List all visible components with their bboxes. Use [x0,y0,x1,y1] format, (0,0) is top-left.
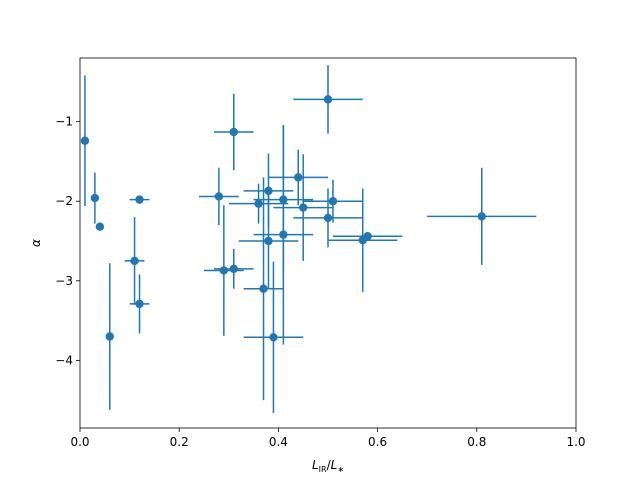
data-point [259,284,268,293]
data-point [294,173,303,182]
data-point [80,136,90,145]
x-tick-label: 0.8 [467,435,486,449]
data-point [328,197,338,206]
data-point [299,203,308,212]
data-point [269,333,278,342]
x-tick-label: 1.0 [566,435,585,449]
data-point [477,212,486,221]
y-tick-label: −2 [55,194,73,208]
x-tick-label: 0.6 [368,435,387,449]
data-point [363,232,372,241]
data-point [229,127,238,137]
data-point [323,213,333,223]
x-axis-ticks: 0.0 0.2 0.4 0.6 0.8 1.0 [70,428,586,449]
y-tick-label: −1 [55,115,73,129]
data-marks [80,65,537,413]
data-point [135,299,144,309]
data-point [264,186,273,196]
data-point [135,195,144,204]
data-point [279,230,288,239]
y-axis-label: α [29,239,43,247]
y-axis-ticks: −4 −3 −2 −1 [55,115,80,367]
x-tick-label: 0.0 [70,435,89,449]
data-point [323,95,333,104]
y-tick-label: −3 [55,274,73,288]
data-point [254,199,263,208]
data-point [90,193,100,203]
data-point [95,222,105,231]
x-tick-label: 0.4 [269,435,288,449]
data-point [105,332,114,341]
x-tick-label: 0.2 [170,435,189,449]
data-point [229,264,238,274]
data-point [130,256,139,266]
y-tick-label: −4 [55,353,73,367]
x-axis-label: LIR/L∗ [312,458,344,474]
plot-frame [79,57,577,429]
data-point [219,266,229,275]
data-point [214,192,224,201]
data-point [264,236,273,246]
